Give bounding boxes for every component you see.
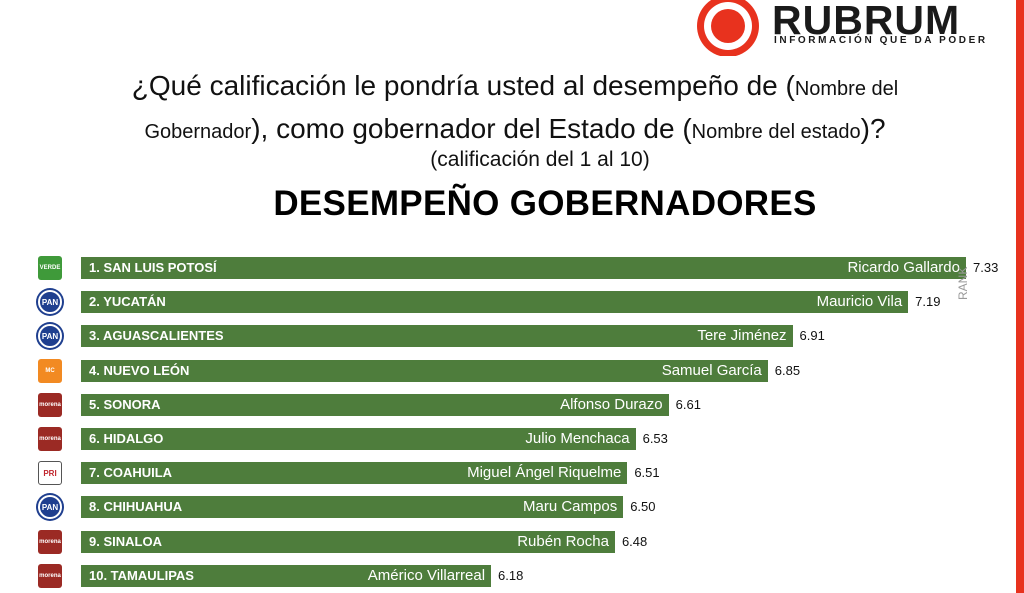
pan-party-logo-icon: PAN bbox=[38, 290, 62, 315]
chart-row: morena 5. SONORA Alfonso Durazo 6.61 bbox=[0, 392, 1024, 417]
chart-title: DESEMPEÑO GOBERNADORES bbox=[273, 184, 817, 223]
chart-row: VERDE 1. SAN LUIS POTOSÍ Ricardo Gallardo 7… bbox=[0, 256, 1024, 280]
bar: 4. NUEVO LEÓN Samuel García bbox=[81, 359, 768, 382]
governor-label: Ricardo Gallardo bbox=[847, 259, 960, 276]
bar: 1. SAN LUIS POTOSÍ Ricardo Gallardo bbox=[81, 257, 966, 279]
governor-label: Mauricio Vila bbox=[816, 293, 903, 311]
governor-label: Julio Menchaca bbox=[525, 430, 630, 447]
survey-question: ¿Qué calificación le pondría usted al de… bbox=[40, 66, 990, 152]
state-label: 5. SONORA bbox=[89, 396, 161, 412]
party-logo-label: morena bbox=[39, 436, 61, 442]
question-subtitle: (calificación del 1 al 10) bbox=[430, 148, 650, 171]
rubrum-logo: RUBRUM INFORMACIÓN QUE DA PODER bbox=[696, 0, 1006, 56]
question-line-1: ¿Qué calificación le pondría usted al de… bbox=[40, 66, 990, 109]
value-label: 6.85 bbox=[774, 362, 801, 378]
bar: 8. CHIHUAHUA Maru Campos bbox=[81, 496, 624, 519]
morena-party-logo-icon: morena bbox=[38, 427, 62, 451]
right-edge-stripe bbox=[1016, 0, 1024, 593]
party-logo-label: VERDE bbox=[39, 265, 61, 271]
bar: 9. SINALOA Rubén Rocha bbox=[81, 530, 615, 553]
party-logo-label: PAN bbox=[41, 502, 59, 512]
party-logo-label: MC bbox=[45, 367, 55, 374]
value-label: 6.53 bbox=[642, 431, 668, 446]
question-text-2: Nombre del bbox=[794, 78, 899, 100]
state-label: 1. SAN LUIS POTOSÍ bbox=[89, 260, 217, 275]
verde-party-logo-icon: VERDE bbox=[38, 256, 62, 280]
state-label: 9. SINALOA bbox=[89, 533, 162, 549]
governor-label: Miguel Ángel Riquelme bbox=[467, 464, 622, 482]
chart-row: morena 9. SINALOA Rubén Rocha 6.48 bbox=[0, 529, 1024, 554]
morena-party-logo-icon: morena bbox=[38, 563, 62, 588]
chart-row: PAN 2. YUCATÁN Mauricio Vila 7.19 bbox=[0, 290, 1024, 315]
party-logo-label: morena bbox=[39, 401, 61, 408]
party-logo-label: morena bbox=[39, 572, 61, 579]
governor-label: Alfonso Durazo bbox=[560, 395, 663, 413]
governor-label: Tere Jiménez bbox=[697, 327, 787, 345]
party-logo-label: PAN bbox=[41, 331, 59, 341]
question-text-5: Nombre del estado bbox=[691, 121, 861, 143]
chart-row: PRI 7. COAHUILA Miguel Ángel Riquelme 6.51 bbox=[0, 461, 1024, 486]
governor-label: Samuel García bbox=[661, 361, 762, 379]
question-text-4: ), como gobernador del Estado de ( bbox=[251, 113, 692, 144]
state-label: 2. YUCATÁN bbox=[89, 294, 166, 310]
value-label: 7.33 bbox=[973, 260, 999, 275]
party-logo-label: PRI bbox=[43, 468, 57, 478]
bar: 2. YUCATÁN Mauricio Vila bbox=[81, 291, 909, 314]
morena-party-logo-icon: morena bbox=[38, 392, 62, 417]
party-logo-label: morena bbox=[39, 538, 61, 545]
state-label: 7. COAHUILA bbox=[89, 465, 173, 481]
morena-party-logo-icon: morena bbox=[38, 529, 62, 554]
chart-row: MC 4. NUEVO LEÓN Samuel García 6.85 bbox=[0, 358, 1024, 383]
pan-party-logo-icon: PAN bbox=[38, 324, 62, 349]
state-label: 3. AGUASCALIENTES bbox=[89, 328, 224, 344]
question-text-6: )? bbox=[860, 113, 886, 144]
mc-party-logo-icon: MC bbox=[38, 358, 62, 383]
value-label: 6.18 bbox=[498, 567, 524, 583]
party-logo-label: PAN bbox=[41, 297, 59, 307]
pan-party-logo-icon: PAN bbox=[38, 495, 62, 520]
question-text-3: Gobernador bbox=[144, 121, 252, 143]
logo-wordmark: RUBRUM bbox=[772, 0, 961, 43]
value-label: 6.61 bbox=[675, 396, 701, 412]
watermark-text: RANK bbox=[956, 266, 970, 300]
logo-tagline: INFORMACIÓN QUE DA PODER bbox=[774, 35, 988, 46]
chart-row: PAN 3. AGUASCALIENTES Tere Jiménez 6.91 bbox=[0, 324, 1024, 349]
pri-party-logo-icon: PRI bbox=[38, 461, 62, 486]
value-label: 6.91 bbox=[799, 328, 825, 344]
chart-row: morena 10. TAMAULIPAS Américo Villarreal 6.… bbox=[0, 563, 1024, 588]
value-label: 6.51 bbox=[634, 465, 660, 481]
state-label: 8. CHIHUAHUA bbox=[89, 499, 183, 515]
target-logo-icon bbox=[697, 0, 759, 56]
state-label: 4. NUEVO LEÓN bbox=[89, 362, 190, 378]
value-label: 6.50 bbox=[630, 499, 656, 515]
chart-row: morena 6. HIDALGO Julio Menchaca 6.53 bbox=[0, 427, 1024, 451]
value-label: 6.48 bbox=[621, 533, 648, 549]
value-label: 7.19 bbox=[915, 294, 941, 310]
question-line-2: Gobernador), como gobernador del Estado … bbox=[40, 109, 990, 152]
bar: 5. SONORA Alfonso Durazo bbox=[81, 393, 669, 416]
bar: 10. TAMAULIPAS Américo Villarreal bbox=[81, 564, 492, 587]
bar: 7. COAHUILA Miguel Ángel Riquelme bbox=[81, 462, 628, 485]
governor-label: Américo Villarreal bbox=[367, 566, 486, 584]
question-text-1: ¿Qué calificación le pondría usted al de… bbox=[131, 70, 795, 101]
bar: 3. AGUASCALIENTES Tere Jiménez bbox=[81, 325, 793, 348]
chart-row: PAN 8. CHIHUAHUA Maru Campos 6.50 bbox=[0, 495, 1024, 520]
bar: 6. HIDALGO Julio Menchaca bbox=[81, 428, 636, 450]
governor-label: Maru Campos bbox=[523, 498, 618, 516]
state-label: 10. TAMAULIPAS bbox=[89, 567, 194, 583]
state-label: 6. HIDALGO bbox=[89, 431, 164, 446]
governor-label: Rubén Rocha bbox=[517, 532, 609, 550]
